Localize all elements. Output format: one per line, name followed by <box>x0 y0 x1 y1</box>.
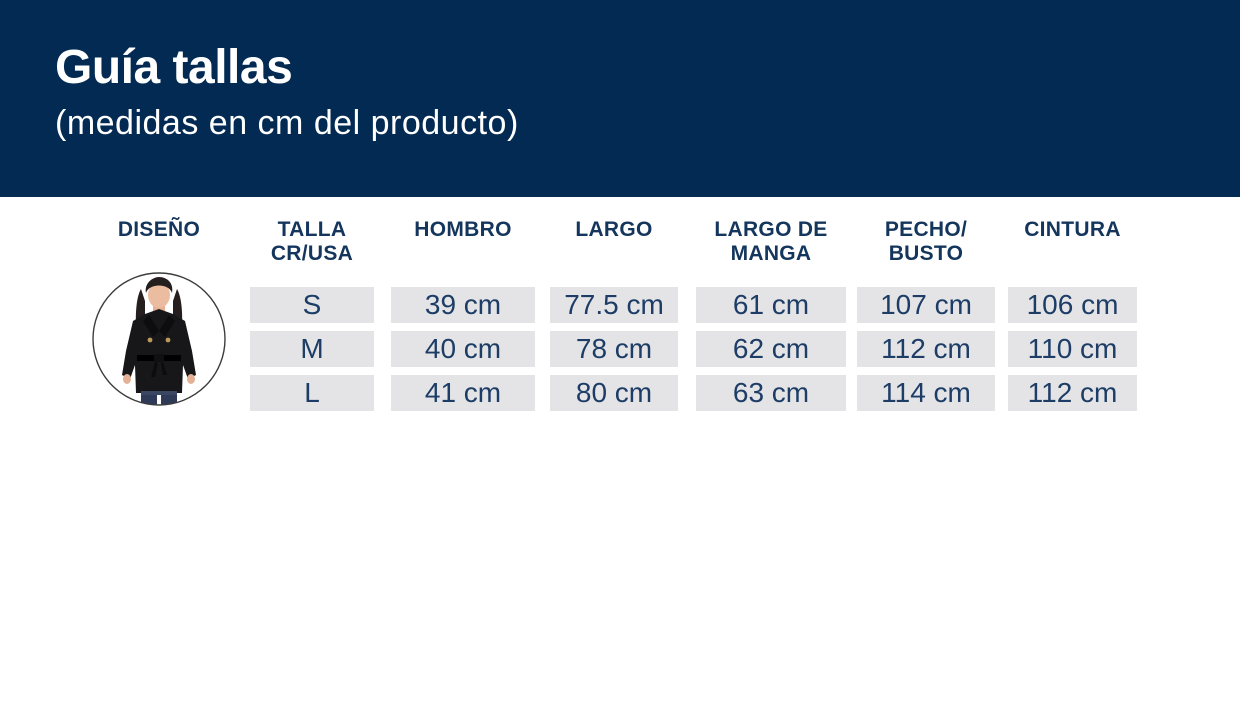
column-header-cintura: CINTURA <box>1024 218 1121 241</box>
product-image <box>91 271 227 407</box>
column-header-pecho-busto: PECHO/ BUSTO <box>884 218 968 265</box>
model-trench-coat-illustration <box>92 272 226 406</box>
table-cell-largo-m: 78 cm <box>550 331 678 367</box>
column-hombro: HOMBRO 39 cm 40 cm 41 cm <box>391 210 535 425</box>
table-cell-talla-m: M <box>250 331 374 367</box>
table-cell-cintura-s: 106 cm <box>1008 287 1137 323</box>
column-cintura: CINTURA 106 cm 110 cm 112 cm <box>1008 210 1137 425</box>
column-talla: TALLA CR/USA S M L <box>250 210 374 425</box>
table-cell-hombro-s: 39 cm <box>391 287 535 323</box>
column-header-diseno: DISEÑO <box>117 218 201 241</box>
column-diseno: DISEÑO <box>89 210 229 425</box>
column-header-talla: TALLA CR/USA <box>270 218 354 265</box>
header-band: Guía tallas (medidas en cm del producto) <box>0 0 1240 197</box>
table-cell-pecho-l: 114 cm <box>857 375 995 411</box>
table-cell-talla-s: S <box>250 287 374 323</box>
table-cell-largo-s: 77.5 cm <box>550 287 678 323</box>
table-cell-manga-m: 62 cm <box>696 331 846 367</box>
table-cell-talla-l: L <box>250 375 374 411</box>
table-cell-cintura-l: 112 cm <box>1008 375 1137 411</box>
page-subtitle: (medidas en cm del producto) <box>55 104 519 142</box>
table-cell-pecho-m: 112 cm <box>857 331 995 367</box>
table-cell-pecho-s: 107 cm <box>857 287 995 323</box>
table-cell-manga-s: 61 cm <box>696 287 846 323</box>
table-cell-hombro-m: 40 cm <box>391 331 535 367</box>
table-cell-manga-l: 63 cm <box>696 375 846 411</box>
table-cell-hombro-l: 41 cm <box>391 375 535 411</box>
table-cell-cintura-m: 110 cm <box>1008 331 1137 367</box>
column-header-hombro: HOMBRO <box>414 218 512 241</box>
page-title: Guía tallas <box>55 41 293 94</box>
column-largo-de-manga: LARGO DE MANGA 61 cm 62 cm 63 cm <box>696 210 846 425</box>
column-largo: LARGO 77.5 cm 78 cm 80 cm <box>550 210 678 425</box>
column-pecho-busto: PECHO/ BUSTO 107 cm 112 cm 114 cm <box>857 210 995 425</box>
table-cell-largo-l: 80 cm <box>550 375 678 411</box>
column-header-largo-de-manga: LARGO DE MANGA <box>714 218 828 265</box>
column-header-largo: LARGO <box>575 218 653 241</box>
